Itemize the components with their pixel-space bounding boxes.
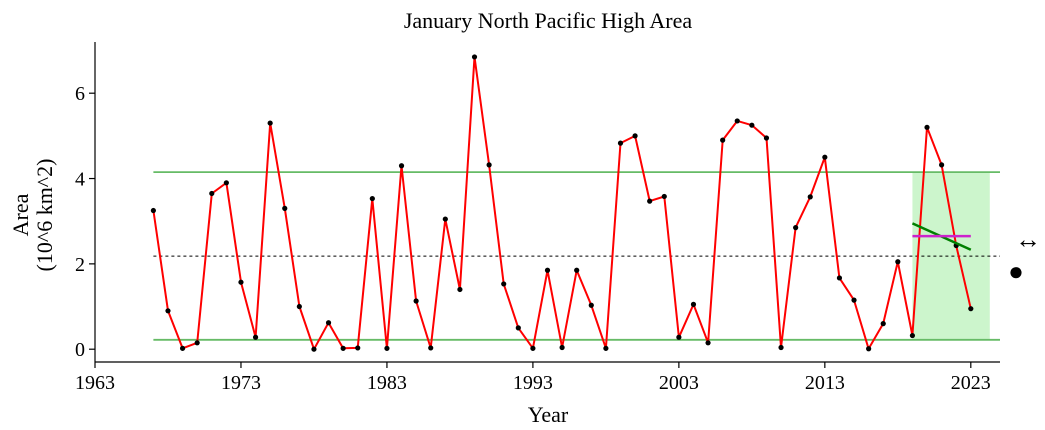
y-tick-label: 4: [75, 169, 85, 191]
data-point: [413, 298, 419, 304]
data-point: [851, 297, 857, 303]
data-point: [457, 286, 463, 293]
data-point: [617, 140, 624, 146]
data-point: [836, 275, 843, 281]
mean-indicator-dot-icon: ●: [1008, 257, 1024, 286]
data-point: [574, 267, 580, 273]
y-tick-label: 6: [75, 83, 85, 105]
data-point: [179, 345, 186, 351]
data-point: [486, 162, 492, 168]
data-point: [822, 154, 828, 160]
x-tick-label: 1963: [75, 372, 115, 394]
data-point: [720, 137, 726, 143]
y-axis-label-line1: Area: [8, 193, 33, 236]
x-tick-label: 1993: [513, 372, 553, 394]
data-point: [384, 345, 390, 351]
data-point: [807, 194, 813, 200]
data-point: [778, 344, 784, 351]
data-point: [209, 190, 215, 197]
data-point: [793, 225, 799, 231]
x-axis-label: Year: [528, 402, 569, 427]
data-point: [895, 259, 901, 265]
data-point: [676, 334, 682, 340]
data-point: [909, 332, 916, 339]
y-axis-label-line2: (10^6 km^2): [32, 159, 57, 272]
data-point: [442, 216, 448, 222]
data-point: [734, 118, 740, 124]
data-point: [355, 345, 361, 351]
data-point: [749, 122, 755, 128]
data-point: [705, 340, 711, 346]
data-point: [398, 163, 405, 169]
data-point: [632, 133, 638, 139]
data-point: [968, 306, 974, 312]
data-point: [544, 267, 551, 273]
data-point: [267, 120, 273, 126]
trend-indicator-arrow-icon: ↔: [1015, 225, 1041, 254]
x-tick-label: 1973: [221, 372, 261, 394]
x-tick-label: 2023: [951, 372, 991, 394]
data-point: [471, 54, 478, 60]
overlay-lines-layer: [911, 222, 972, 251]
series-layer: [150, 54, 974, 352]
data-point: [282, 205, 288, 211]
series-line: [152, 55, 972, 351]
data-point: [515, 325, 521, 331]
x-tick-label: 1983: [367, 372, 407, 394]
data-point: [296, 303, 302, 310]
data-point: [603, 345, 609, 351]
data-point: [690, 301, 697, 307]
x-tick-label: 2003: [659, 372, 699, 394]
data-point: [647, 198, 653, 204]
chart-title: January North Pacific High Area: [404, 8, 693, 33]
reference-lines-layer: [153, 171, 1000, 341]
x-tick-label: 2013: [805, 372, 845, 394]
data-point: [369, 195, 375, 202]
data-point: [559, 344, 565, 351]
data-point: [340, 345, 346, 351]
data-point: [880, 321, 886, 327]
data-point: [165, 308, 171, 314]
y-tick-label: 0: [75, 339, 85, 361]
data-point: [150, 207, 156, 214]
axes-layer: 1963 1973 1983 1993 2003 2013 2023 0 2 4 6: [75, 42, 1000, 394]
y-tick-label: 2: [75, 254, 85, 276]
data-point: [252, 334, 259, 340]
data-point: [763, 135, 770, 141]
data-point: [325, 320, 332, 326]
data-point: [501, 281, 507, 287]
data-point: [661, 193, 667, 200]
data-point: [311, 346, 317, 352]
data-point: [588, 302, 594, 308]
data-point: [194, 340, 200, 346]
data-point: [866, 346, 872, 352]
data-point: [428, 345, 434, 351]
data-point: [924, 124, 930, 130]
data-point: [939, 162, 945, 168]
data-point: [238, 279, 244, 285]
data-point: [223, 180, 229, 186]
data-point: [530, 345, 536, 351]
